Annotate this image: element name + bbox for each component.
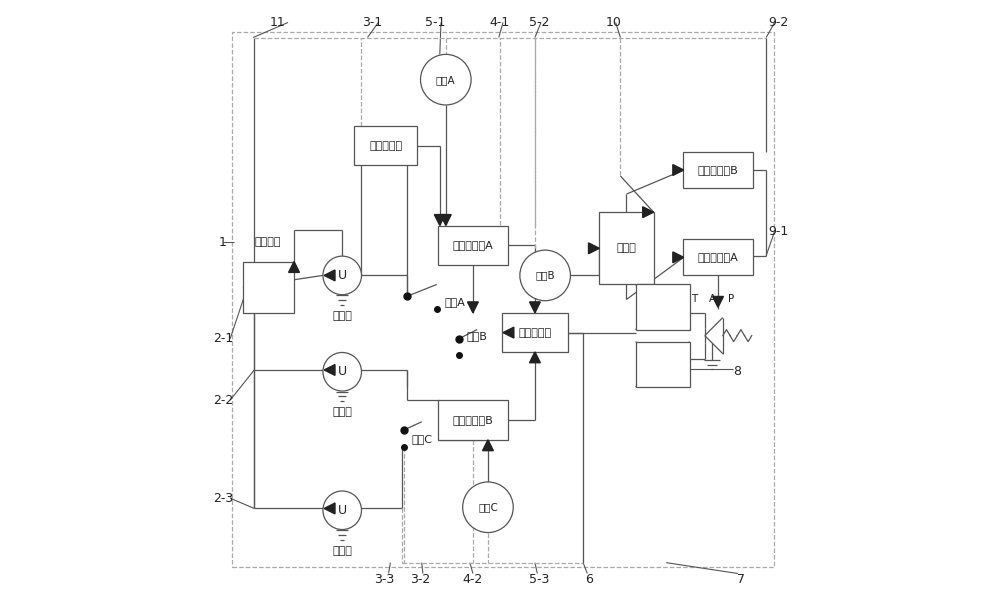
Polygon shape (324, 270, 335, 281)
Polygon shape (530, 352, 540, 363)
Text: 5-2: 5-2 (529, 16, 549, 29)
Bar (232, 31, 774, 567)
Text: 7: 7 (737, 573, 745, 586)
Polygon shape (713, 296, 723, 307)
Text: 信号触发器A: 信号触发器A (453, 240, 493, 250)
Text: 3-1: 3-1 (362, 16, 382, 29)
Bar (438, 401, 508, 439)
Text: 5-1: 5-1 (425, 16, 445, 29)
Text: 8: 8 (733, 365, 741, 378)
Bar (599, 212, 654, 284)
Polygon shape (643, 207, 654, 218)
Circle shape (323, 353, 361, 391)
Text: 开关C: 开关C (411, 434, 432, 443)
Text: 电流检测器: 电流检测器 (518, 328, 551, 338)
Text: 2-1: 2-1 (213, 332, 233, 345)
Text: 信号反置器: 信号反置器 (369, 141, 402, 151)
Text: 3-3: 3-3 (374, 573, 394, 586)
Polygon shape (483, 440, 493, 451)
Circle shape (520, 250, 570, 301)
Polygon shape (589, 243, 599, 253)
Text: 稳压源: 稳压源 (332, 407, 352, 417)
Text: 9-1: 9-1 (768, 225, 788, 238)
Polygon shape (467, 302, 478, 313)
Bar (636, 284, 690, 330)
Polygon shape (440, 215, 451, 226)
Text: 2-2: 2-2 (213, 394, 233, 407)
Circle shape (421, 54, 471, 105)
Text: 6: 6 (585, 573, 593, 586)
Text: 1: 1 (219, 236, 227, 249)
Text: 运算器: 运算器 (617, 243, 636, 253)
Bar (683, 239, 753, 275)
Text: 10: 10 (605, 16, 621, 29)
Text: 开关B: 开关B (467, 330, 488, 341)
Polygon shape (289, 261, 299, 272)
Polygon shape (673, 252, 684, 263)
Circle shape (463, 482, 513, 532)
Text: 2-3: 2-3 (213, 492, 233, 505)
Text: 高压源: 高压源 (332, 311, 352, 321)
Text: U: U (338, 365, 347, 378)
Text: 4-2: 4-2 (463, 573, 483, 586)
Circle shape (323, 256, 361, 295)
Text: 压力传感器B: 压力传感器B (698, 165, 738, 175)
Text: 信号触发器B: 信号触发器B (453, 415, 493, 425)
Polygon shape (324, 365, 335, 375)
Text: 11: 11 (269, 16, 285, 29)
Text: 9-2: 9-2 (768, 16, 788, 29)
Bar (438, 226, 508, 265)
Bar (243, 262, 294, 313)
Text: 信号A: 信号A (436, 74, 456, 85)
Text: A: A (709, 294, 716, 304)
Text: 5-3: 5-3 (529, 573, 549, 586)
Text: 信号B: 信号B (535, 270, 555, 280)
Polygon shape (434, 215, 445, 226)
Text: U: U (338, 269, 347, 282)
Text: 负压源: 负压源 (332, 546, 352, 555)
Text: 3-2: 3-2 (410, 573, 431, 586)
Polygon shape (324, 503, 335, 514)
Circle shape (323, 491, 361, 529)
Polygon shape (503, 327, 514, 338)
Polygon shape (673, 165, 684, 175)
Bar (683, 152, 753, 188)
Text: 开关A: 开关A (445, 298, 465, 307)
Text: 信号C: 信号C (478, 502, 498, 512)
Bar (636, 342, 690, 387)
Text: 4-1: 4-1 (490, 16, 510, 29)
Text: U: U (338, 504, 347, 517)
Text: 控制信号: 控制信号 (255, 237, 281, 247)
Polygon shape (530, 302, 540, 313)
Text: T: T (691, 294, 698, 304)
Text: P: P (728, 294, 734, 304)
Bar (502, 313, 568, 352)
Bar (354, 126, 417, 166)
Text: 压力传感器A: 压力传感器A (698, 252, 738, 263)
